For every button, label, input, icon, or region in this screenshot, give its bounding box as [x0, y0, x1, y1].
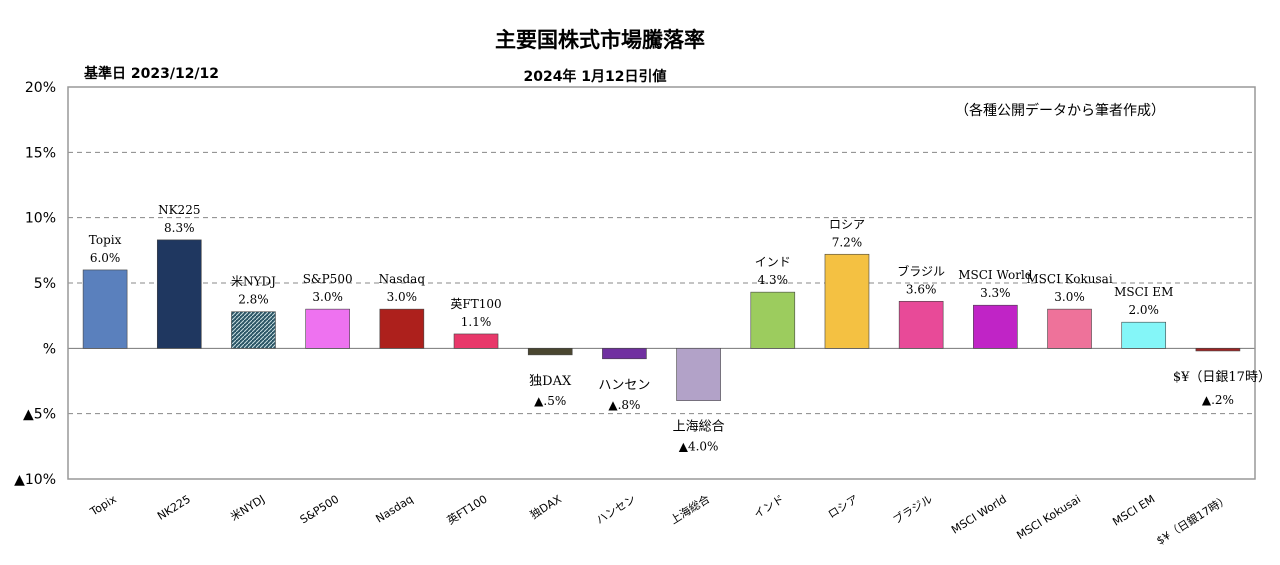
x-tick-label: 独DAX: [528, 492, 564, 521]
x-tick-label: インド: [751, 493, 786, 522]
bar-name-label: MSCI Kokusai: [1026, 272, 1112, 286]
chart-title: 主要国株式市場騰落率: [495, 28, 705, 52]
data-label: 3.0%: [387, 290, 418, 304]
bar-name-label: $¥（日銀17時）: [1173, 370, 1271, 385]
x-tick-label: MSCI World: [949, 493, 1009, 537]
bar-name-label: Topix: [89, 233, 122, 247]
data-label: ▲4.0%: [679, 440, 719, 454]
bar-name-label: ハンセン: [598, 378, 650, 393]
data-label: ▲.8%: [608, 398, 640, 412]
y-tick-label: 20%: [25, 80, 56, 96]
data-label: 2.0%: [1128, 303, 1159, 317]
x-tick-label: 米NYDJ: [228, 493, 267, 524]
source-note: （各種公開データから筆者作成）: [955, 103, 1165, 119]
bar-name-label: MSCI World: [958, 268, 1033, 282]
bar: [898, 300, 944, 349]
data-label: 2.8%: [238, 293, 269, 307]
base-date: 基準日 2023/12/12: [84, 66, 220, 82]
bar-name-label: 英FT100: [450, 297, 501, 311]
x-tick-label: MSCI Kokusai: [1014, 493, 1083, 543]
data-label: 3.3%: [980, 286, 1011, 300]
x-tick-label: Topix: [87, 492, 119, 519]
bar: [602, 348, 647, 360]
x-tick-label: NK225: [155, 493, 193, 523]
y-tick-label: 10%: [25, 211, 56, 227]
data-label: 3.0%: [1054, 290, 1085, 304]
chart-subtitle: 2024年 1月12日引値: [523, 69, 667, 85]
x-tick-label: 英FT100: [444, 492, 489, 528]
y-tick-label: 15%: [25, 145, 56, 161]
y-tick-label: 5%: [34, 276, 56, 292]
x-tick-label: 上海総合: [667, 492, 712, 527]
bar: [231, 311, 276, 349]
y-tick-label: ▲10%: [14, 472, 56, 488]
bar-name-label: 米NYDJ: [231, 275, 276, 289]
x-tick-label: ブラジル: [890, 492, 935, 527]
bar: [824, 253, 870, 349]
data-label: 3.6%: [906, 282, 937, 296]
bar-name-label: MSCI EM: [1114, 285, 1173, 299]
data-label: ▲.2%: [1202, 393, 1234, 407]
data-label: ▲.5%: [534, 394, 566, 408]
bar-name-label: Nasdaq: [379, 272, 426, 286]
bar: [156, 239, 202, 349]
plot-border: [67, 86, 1256, 480]
bar-name-label: NK225: [158, 203, 200, 217]
bar: [973, 304, 1018, 349]
data-label: 4.3%: [758, 273, 789, 287]
bar-name-label: ブラジル: [897, 263, 945, 278]
y-tick-label: %: [43, 341, 56, 357]
x-tick-label: MSCI EM: [1110, 493, 1157, 529]
bar: [379, 308, 425, 349]
bar: [1195, 348, 1241, 352]
y-tick-label: ▲5%: [23, 407, 56, 423]
x-tick-label: $¥（日銀17時）: [1154, 492, 1232, 548]
bar-name-label: ロシア: [829, 217, 865, 231]
x-tick-label: ハンセン: [594, 493, 638, 527]
x-tick-label: S&P500: [298, 493, 342, 527]
x-tick-label: ロシア: [826, 493, 861, 522]
x-tick-label: Nasdaq: [373, 493, 415, 526]
bar: [453, 333, 499, 349]
bar-name-label: 独DAX: [529, 374, 572, 389]
bar-name-label: S&P500: [303, 272, 353, 286]
data-label: 1.1%: [461, 315, 492, 329]
bar: [1047, 308, 1092, 349]
bar: [676, 348, 721, 401]
bar-name-label: インド: [755, 255, 791, 269]
bar: [527, 348, 573, 356]
data-label: 6.0%: [90, 251, 121, 265]
data-label: 8.3%: [164, 221, 195, 235]
bar: [305, 308, 350, 349]
data-label: 3.0%: [312, 290, 343, 304]
bar: [1121, 321, 1167, 349]
bar: [750, 291, 796, 349]
bar-name-label: 上海総合: [673, 420, 725, 435]
data-label: 7.2%: [832, 235, 863, 249]
bar: [82, 269, 128, 349]
